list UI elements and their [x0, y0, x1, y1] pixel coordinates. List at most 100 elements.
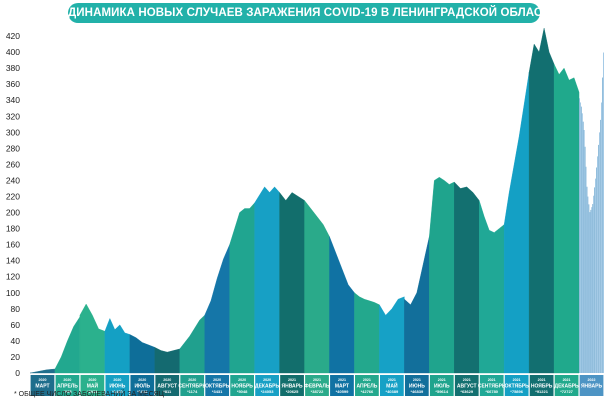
- y-tick-label: 20: [11, 352, 21, 362]
- month-label-box: [330, 375, 354, 396]
- month-label: АВГУСТ: [457, 384, 477, 390]
- total-label: *38722: [311, 389, 324, 394]
- area-segment: [104, 317, 131, 374]
- year-label: 2020: [88, 378, 96, 382]
- area-segment: [254, 186, 280, 374]
- month-label-box: [105, 375, 130, 396]
- total-label: *72727: [560, 389, 573, 394]
- year-label: 2020: [113, 378, 121, 382]
- month-label: СЕНТЯБРЬ: [178, 384, 206, 390]
- y-tick-label: 300: [6, 127, 20, 137]
- month-label-box: [579, 375, 604, 396]
- bar-stripe-январь: [589, 212, 591, 373]
- area-segment: [129, 334, 155, 374]
- area-segment: [553, 64, 580, 374]
- year-label: 2021: [488, 378, 496, 382]
- bar-stripe-январь: [603, 52, 604, 373]
- year-label: 2020: [213, 378, 221, 382]
- bar-stripe-январь: [587, 196, 589, 373]
- plot-area: [29, 27, 604, 374]
- year-label: 2020: [238, 378, 246, 382]
- bar-stripe-январь: [600, 119, 601, 373]
- bar-stripe-январь: [599, 132, 600, 373]
- year-label: 2020: [188, 378, 196, 382]
- total-label: *3431: [212, 389, 223, 394]
- total-label: *20625: [286, 389, 299, 394]
- total-label: *91221: [535, 389, 548, 394]
- month-label: ЯНВАРЬ: [281, 384, 303, 390]
- y-tick-label: 200: [6, 208, 20, 218]
- y-tick-label: 80: [11, 304, 21, 314]
- month-label: ОКТЯБРЬ: [505, 384, 530, 390]
- y-tick-label: 0: [15, 368, 20, 378]
- bar-stripe-январь: [597, 156, 598, 373]
- month-label-box: [280, 375, 304, 396]
- year-label: 2020: [263, 378, 271, 382]
- bar-stripe-январь: [584, 146, 586, 373]
- month-label-box: [55, 375, 80, 396]
- year-label: 2021: [288, 378, 296, 382]
- y-tick-label: 180: [6, 224, 20, 234]
- month-label: НОЯБРЬ: [531, 384, 553, 390]
- month-label-box: [155, 375, 180, 396]
- area-segment: [379, 296, 405, 374]
- total-label: *66780: [485, 389, 498, 394]
- y-tick-label: 340: [6, 95, 20, 105]
- month-label: ФЕВРАЛЬ: [305, 384, 330, 390]
- x-axis: 2020МАРТ2020АПРЕЛЬ*9952020МАЙ*20512020ИЮ…: [30, 375, 604, 396]
- total-label: *811: [163, 389, 172, 394]
- y-axis: 0 20 40 60 80 100 120 140 160 180 200 220 240 260 280 3…: [6, 31, 20, 378]
- year-label: 2021: [313, 378, 321, 382]
- bar-stripe-январь: [580, 106, 582, 374]
- total-label: *1012: [137, 389, 148, 394]
- month-label-box: [554, 375, 579, 396]
- y-tick-label: 100: [6, 288, 20, 298]
- total-label: *59614: [435, 389, 448, 394]
- area-segment: [454, 181, 480, 374]
- area-segment: [179, 314, 205, 374]
- year-label: 2020: [63, 378, 71, 382]
- bar-stripe-январь: [582, 121, 584, 373]
- year-label: 2021: [413, 378, 421, 382]
- month-label: МАРТ: [335, 384, 349, 390]
- year-label: 2020: [138, 378, 146, 382]
- y-tick-label: 280: [6, 143, 20, 153]
- y-tick-label: 240: [6, 175, 20, 185]
- y-tick-label: 60: [11, 320, 21, 330]
- month-label-box: [479, 375, 504, 396]
- month-label-box: [529, 375, 554, 396]
- title-banner: ДИНАМИКА НОВЫХ СЛУЧАЕВ ЗАРАЖЕНИЯ COVID-1…: [68, 3, 557, 23]
- area-segment: [354, 292, 380, 374]
- y-tick-label: 420: [6, 31, 20, 41]
- month-label: ЯНВАРЬ: [581, 384, 603, 390]
- month-label-box: [255, 375, 279, 396]
- month-label: АПРЕЛЬ: [57, 384, 78, 390]
- month-label-box: [205, 375, 230, 396]
- total-label: *24053: [261, 389, 274, 394]
- month-label-box: [504, 375, 529, 396]
- bar-stripe-январь: [585, 166, 587, 373]
- area-segment: [404, 236, 430, 374]
- y-tick-label: 120: [6, 272, 20, 282]
- bar-stripe-январь: [598, 144, 599, 373]
- area-segment: [279, 191, 305, 374]
- month-label: СЕНТЯБРЬ: [478, 384, 506, 390]
- total-label: *5048: [237, 389, 248, 394]
- area-segment: [429, 176, 455, 374]
- month-label: ИЮНЬ: [409, 384, 425, 390]
- total-label: *63629: [460, 389, 473, 394]
- total-label: *2051: [87, 389, 98, 394]
- area-segment: [329, 236, 355, 374]
- y-tick-label: 380: [6, 63, 20, 73]
- y-tick-label: 220: [6, 191, 20, 201]
- year-label: 2021: [388, 378, 396, 382]
- bar-stripe-январь: [592, 204, 594, 373]
- year-label: 2021: [338, 378, 346, 382]
- bar-stripe-январь: [586, 186, 588, 373]
- bar-stripe-январь: [581, 113, 583, 373]
- area-segment: [503, 72, 530, 374]
- bar-stripe-январь: [595, 178, 596, 373]
- year-label: 2020: [163, 378, 171, 382]
- area-segment: [54, 316, 81, 374]
